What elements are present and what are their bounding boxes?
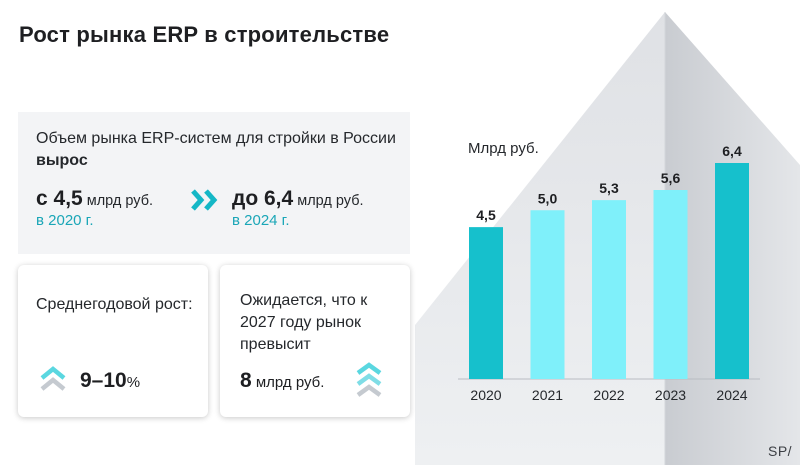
value-label-2022: 5,3 — [599, 180, 619, 196]
market-description-text: Объем рынка ERP-систем для стройки в Рос… — [36, 130, 396, 147]
category-label-2020: 2020 — [470, 387, 501, 403]
y-axis-label: Млрд руб. — [468, 140, 539, 157]
to-unit: млрд руб. — [293, 193, 364, 209]
growth-card — [18, 265, 208, 417]
forecast-suffix: млрд руб. — [251, 374, 325, 391]
growth-suffix: % — [126, 374, 141, 391]
category-label-2021: 2021 — [532, 387, 563, 403]
triple-chevron-up-icon — [356, 362, 382, 397]
value-label-2023: 5,6 — [661, 170, 681, 186]
to-year: в 2024 г. — [232, 212, 290, 229]
bar-2020 — [469, 227, 503, 379]
bar-2021 — [530, 210, 565, 379]
from-year: в 2020 г. — [36, 212, 94, 229]
double-chevron-up-icon — [40, 366, 66, 391]
category-label-2024: 2024 — [716, 387, 747, 403]
forecast-card-label: Ожидается, что к 2027 году рынок превыси… — [240, 292, 368, 353]
forecast-value: 8 — [240, 369, 252, 392]
bar-2024 — [715, 163, 749, 379]
forecast-card-value: 8 млрд руб. — [240, 369, 324, 393]
double-chevron-right-icon — [191, 189, 218, 211]
category-label-2023: 2023 — [655, 387, 686, 403]
market-to-value: до 6,4 млрд руб. — [232, 187, 364, 211]
growth-value: 9–10 — [80, 369, 127, 392]
from-prefix: с — [36, 187, 54, 210]
value-label-2020: 4,5 — [476, 207, 496, 223]
page-title: Рост рынка ERP в строительстве — [19, 22, 390, 47]
from-value: 4,5 — [53, 187, 83, 210]
market-size-panel — [18, 112, 410, 254]
value-label-2021: 5,0 — [538, 190, 558, 206]
to-value: 6,4 — [264, 187, 294, 210]
growth-card-value: 9–10% — [80, 369, 140, 393]
bar-2023 — [653, 190, 688, 379]
value-label-2024: 6,4 — [722, 143, 742, 159]
growth-card-label: Среднегодовой рост: — [36, 296, 193, 313]
from-unit: млрд руб. — [82, 193, 154, 209]
category-label-2022: 2022 — [593, 387, 624, 403]
market-description-bold: вырос — [36, 152, 88, 169]
brand-logo: SP/ — [768, 443, 793, 459]
bar-2022 — [592, 200, 626, 379]
market-from-value: с 4,5 млрд руб. — [36, 187, 153, 211]
to-prefix: до — [232, 187, 264, 210]
market-size-description: Объем рынка ERP-систем для стройки в Рос… — [36, 128, 396, 172]
